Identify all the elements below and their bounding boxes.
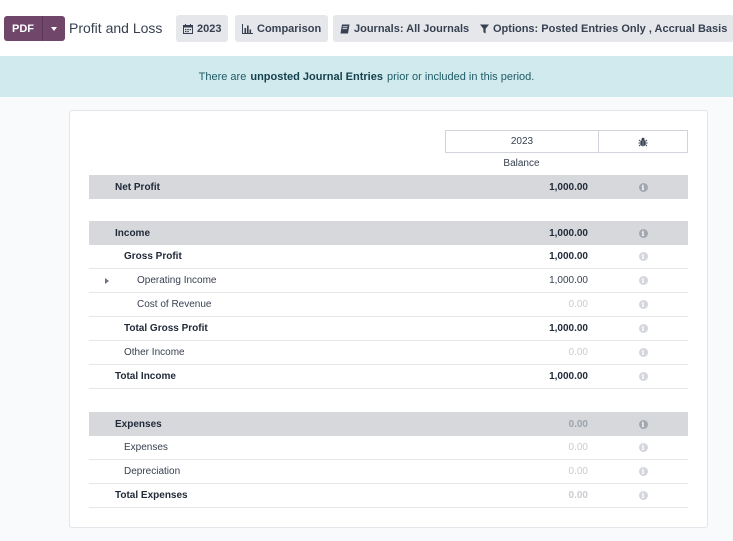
date-filter-button[interactable]: 2023 <box>176 15 229 42</box>
info-icon[interactable]: i <box>638 419 648 429</box>
report-line-total-income[interactable]: Total Income 1,000.00 i <box>89 365 688 389</box>
line-amount[interactable]: 1,000.00 <box>549 371 588 382</box>
line-label: Cost of Revenue <box>137 299 212 310</box>
report-line-other-income[interactable]: Other Income 0.00 i <box>89 341 688 365</box>
bug-icon <box>638 137 648 146</box>
info-icon[interactable]: i <box>638 228 648 238</box>
line-label: Other Income <box>124 347 185 358</box>
report-line-cost-of-revenue[interactable]: Cost of Revenue 0.00 i <box>89 293 688 317</box>
line-amount[interactable]: 0.00 <box>568 442 588 453</box>
line-label: Gross Profit <box>124 251 182 262</box>
comparison-button[interactable]: Comparison <box>235 15 329 42</box>
line-label: Depreciation <box>124 466 181 477</box>
line-label: Operating Income <box>137 275 217 286</box>
book-icon <box>340 24 350 33</box>
report-line-expenses[interactable]: Expenses 0.00 i <box>89 436 688 460</box>
balance-column-label: Balance <box>503 158 540 169</box>
bar-chart-icon <box>242 23 253 34</box>
filter-icon <box>480 24 489 33</box>
period-column-header: 2023 <box>445 130 599 153</box>
journals-filter-button[interactable]: Journals: All Journals <box>333 15 477 42</box>
report-line-depreciation[interactable]: Depreciation 0.00 i <box>89 460 688 484</box>
caret-down-icon <box>51 26 57 31</box>
date-filter-label: 2023 <box>197 22 222 35</box>
line-label: Expenses <box>124 442 168 453</box>
report-line-total-expenses[interactable]: Total Expenses 0.00 i <box>89 484 688 508</box>
line-label: Total Expenses <box>115 490 188 501</box>
unposted-entries-link[interactable]: unposted Journal Entries <box>250 70 383 83</box>
info-icon[interactable]: i <box>638 252 648 261</box>
line-label: Expenses <box>115 418 162 430</box>
line-amount[interactable]: 1,000.00 <box>549 181 588 193</box>
comparison-label: Comparison <box>257 22 322 35</box>
alert-prefix: There are <box>198 70 247 83</box>
line-amount[interactable]: 0.00 <box>568 490 588 501</box>
calendar-icon <box>183 23 193 34</box>
options-filter-label: Options: Posted Entries Only , Accrual B… <box>493 22 728 35</box>
line-label: Income <box>115 227 151 239</box>
info-icon[interactable]: i <box>638 372 648 381</box>
pdf-dropdown-toggle[interactable] <box>42 16 65 41</box>
report-line-net-profit[interactable]: Net Profit 1,000.00 i <box>89 175 688 199</box>
report-line-operating-income[interactable]: Operating Income 1,000.00 i <box>89 269 688 293</box>
line-amount[interactable]: 1,000.00 <box>549 251 588 262</box>
info-icon[interactable]: i <box>638 491 648 500</box>
line-label: Total Income <box>115 371 176 382</box>
journals-filter-label: Journals: All Journals <box>354 22 470 35</box>
options-filter-button[interactable]: Options: Posted Entries Only , Accrual B… <box>473 15 733 42</box>
line-amount[interactable]: 1,000.00 <box>549 227 588 239</box>
report-line-expenses-section[interactable]: Expenses 0.00 i <box>89 412 688 436</box>
control-panel: PDF Profit and Loss 2023 Comparison Jour… <box>0 0 733 56</box>
info-icon[interactable]: i <box>638 324 648 333</box>
line-amount[interactable]: 0.00 <box>568 466 588 477</box>
info-icon[interactable]: i <box>638 443 648 452</box>
line-amount[interactable]: 0.00 <box>568 347 588 358</box>
line-amount[interactable]: 1,000.00 <box>549 275 588 286</box>
line-amount[interactable]: 0.00 <box>568 418 588 430</box>
page-title: Profit and Loss <box>69 20 163 36</box>
pdf-button[interactable]: PDF <box>4 16 42 41</box>
debug-column-header[interactable] <box>598 130 688 153</box>
report-line-income[interactable]: Income 1,000.00 i <box>89 221 688 245</box>
caret-right-icon[interactable] <box>105 278 109 284</box>
line-label: Net Profit <box>115 181 160 193</box>
alert-suffix: prior or included in this period. <box>386 70 535 83</box>
info-icon[interactable]: i <box>638 467 648 476</box>
line-amount[interactable]: 0.00 <box>568 299 588 310</box>
info-icon[interactable]: i <box>638 182 648 192</box>
report-line-total-gross-profit[interactable]: Total Gross Profit 1,000.00 i <box>89 317 688 341</box>
info-icon[interactable]: i <box>638 300 648 309</box>
line-amount[interactable]: 1,000.00 <box>549 323 588 334</box>
info-icon[interactable]: i <box>638 276 648 285</box>
unposted-entries-alert: There are unposted Journal Entries prior… <box>0 56 733 97</box>
line-label: Total Gross Profit <box>124 323 208 334</box>
info-icon[interactable]: i <box>638 348 648 357</box>
report-line-gross-profit[interactable]: Gross Profit 1,000.00 i <box>89 245 688 269</box>
